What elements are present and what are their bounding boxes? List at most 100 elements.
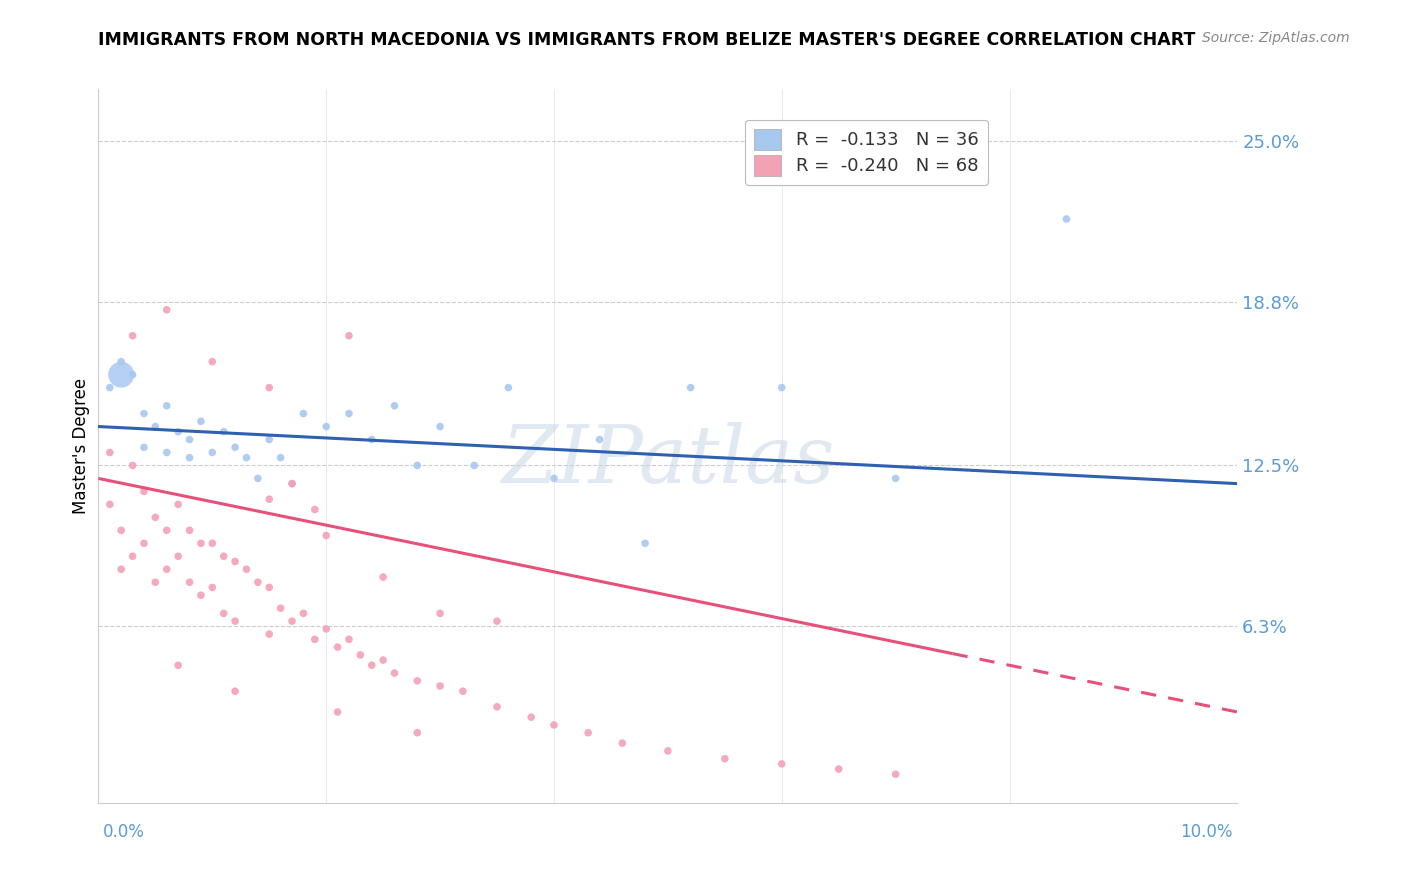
Point: [259, 433, 281, 447]
Point: [167, 658, 190, 673]
Point: [179, 575, 201, 590]
Point: [270, 601, 292, 615]
Point: [429, 419, 451, 434]
Point: [337, 632, 360, 647]
Point: [714, 752, 737, 766]
Point: [679, 381, 702, 395]
Point: [543, 718, 565, 732]
Point: [167, 425, 190, 439]
Point: [132, 536, 155, 550]
Point: [588, 433, 610, 447]
Point: [201, 354, 224, 368]
Point: [110, 562, 132, 576]
Point: [451, 684, 474, 698]
Point: [360, 658, 382, 673]
Point: [259, 492, 281, 507]
Point: [212, 607, 235, 621]
Point: [634, 536, 657, 550]
Point: [292, 407, 315, 421]
Point: [190, 414, 212, 428]
Text: 10.0%: 10.0%: [1181, 822, 1233, 840]
Point: [121, 549, 143, 564]
Point: [132, 407, 155, 421]
Point: [201, 581, 224, 595]
Text: IMMIGRANTS FROM NORTH MACEDONIA VS IMMIGRANTS FROM BELIZE MASTER'S DEGREE CORREL: IMMIGRANTS FROM NORTH MACEDONIA VS IMMIG…: [98, 31, 1195, 49]
Point: [373, 653, 395, 667]
Point: [190, 536, 212, 550]
Point: [167, 549, 190, 564]
Point: [167, 497, 190, 511]
Point: [657, 744, 679, 758]
Point: [145, 510, 167, 524]
Point: [179, 433, 201, 447]
Point: [770, 756, 793, 771]
Point: [315, 528, 337, 542]
Point: [224, 684, 246, 698]
Point: [337, 407, 360, 421]
Point: [224, 440, 246, 454]
Point: [304, 502, 326, 516]
Point: [246, 471, 269, 485]
Point: [406, 673, 429, 688]
Point: [406, 725, 429, 739]
Point: [156, 399, 179, 413]
Point: [121, 368, 143, 382]
Point: [498, 381, 520, 395]
Point: [156, 445, 179, 459]
Legend: R =  -0.133   N = 36, R =  -0.240   N = 68: R = -0.133 N = 36, R = -0.240 N = 68: [745, 120, 987, 185]
Point: [270, 450, 292, 465]
Point: [576, 725, 599, 739]
Point: [224, 554, 246, 568]
Point: [190, 588, 212, 602]
Point: [156, 302, 179, 317]
Point: [246, 575, 269, 590]
Point: [429, 679, 451, 693]
Point: [98, 445, 121, 459]
Point: [201, 445, 224, 459]
Point: [543, 471, 565, 485]
Point: [304, 632, 326, 647]
Point: [384, 399, 406, 413]
Point: [121, 458, 143, 473]
Point: [770, 381, 793, 395]
Point: [429, 607, 451, 621]
Point: [132, 484, 155, 499]
Point: [520, 710, 543, 724]
Point: [337, 328, 360, 343]
Point: [373, 570, 395, 584]
Point: [110, 524, 132, 538]
Point: [1056, 211, 1078, 226]
Point: [884, 767, 907, 781]
Point: [179, 450, 201, 465]
Point: [235, 450, 257, 465]
Point: [179, 524, 201, 538]
Point: [156, 524, 179, 538]
Point: [224, 614, 246, 628]
Point: [145, 419, 167, 434]
Point: [259, 627, 281, 641]
Point: [281, 614, 304, 628]
Point: [259, 581, 281, 595]
Text: Source: ZipAtlas.com: Source: ZipAtlas.com: [1202, 31, 1350, 45]
Point: [349, 648, 371, 662]
Point: [98, 497, 121, 511]
Point: [235, 562, 257, 576]
Point: [281, 476, 304, 491]
Point: [828, 762, 851, 776]
Point: [121, 328, 143, 343]
Point: [110, 368, 132, 382]
Point: [884, 471, 907, 485]
Point: [406, 458, 429, 473]
Point: [98, 381, 121, 395]
Point: [156, 562, 179, 576]
Point: [132, 440, 155, 454]
Point: [384, 666, 406, 681]
Point: [259, 381, 281, 395]
Text: ZIPatlas: ZIPatlas: [501, 422, 835, 499]
Point: [201, 536, 224, 550]
Point: [612, 736, 634, 750]
Point: [486, 699, 509, 714]
Text: 0.0%: 0.0%: [103, 822, 145, 840]
Point: [292, 607, 315, 621]
Point: [110, 354, 132, 368]
